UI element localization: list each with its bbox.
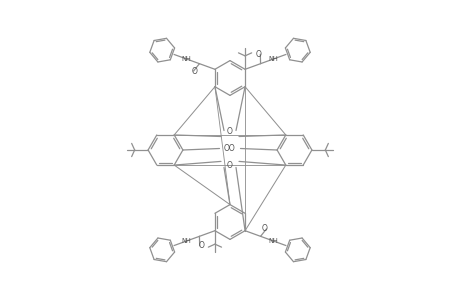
Text: O: O [198,241,204,250]
Text: O: O [227,128,232,136]
Text: NH: NH [268,238,278,244]
Text: OO: OO [224,144,235,153]
Text: O: O [191,67,197,76]
Text: O: O [227,161,232,170]
Text: NH: NH [181,238,191,244]
Text: O: O [255,50,261,59]
Text: NH: NH [181,56,191,62]
Text: NH: NH [268,56,278,62]
Text: O: O [262,224,268,233]
